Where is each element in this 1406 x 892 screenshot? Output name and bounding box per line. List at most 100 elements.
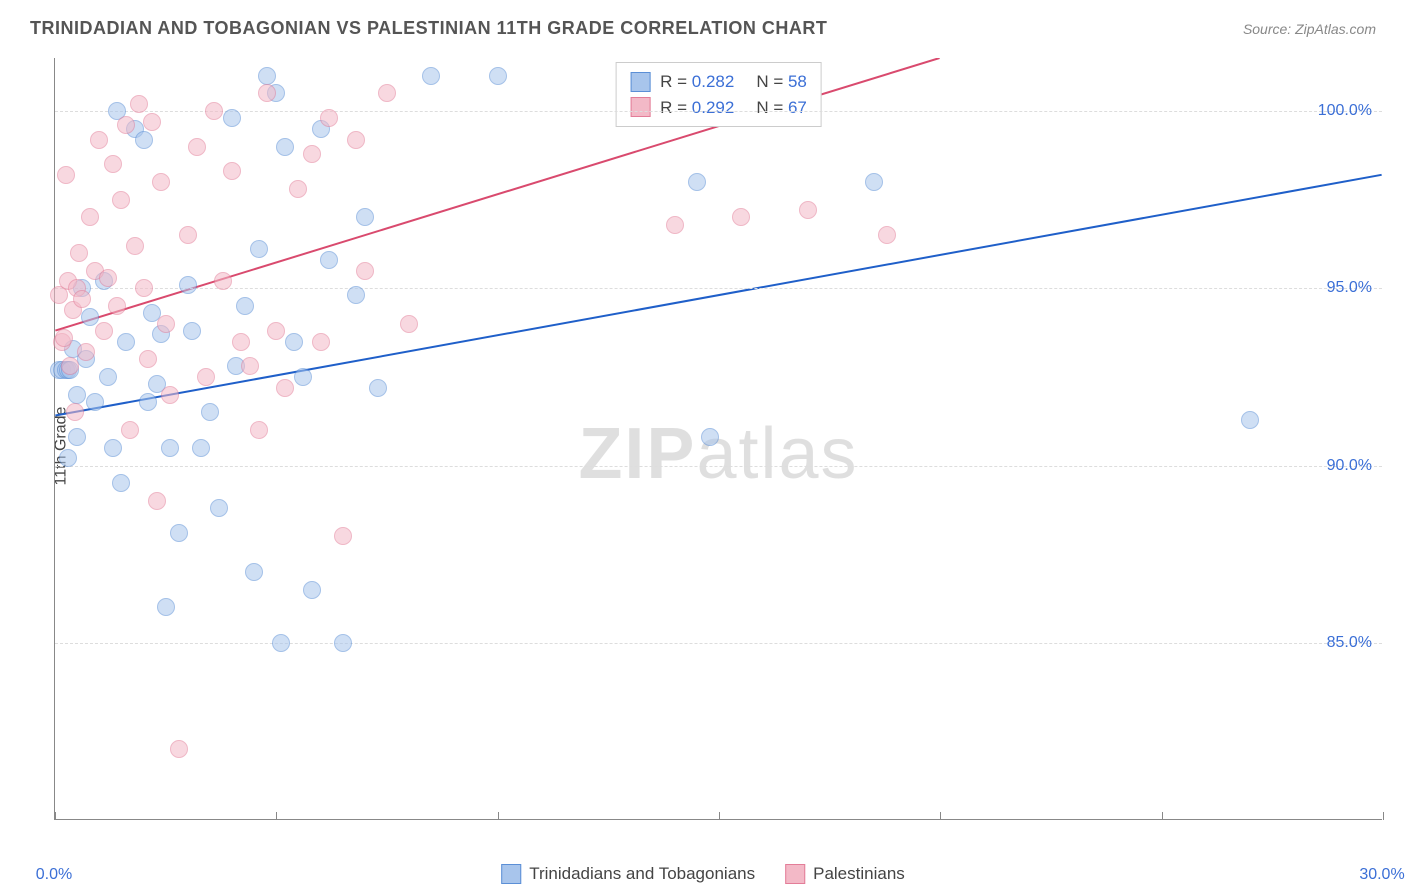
data-point bbox=[86, 393, 104, 411]
data-point bbox=[130, 95, 148, 113]
data-point bbox=[139, 393, 157, 411]
bottom-legend: Trinidadians and Tobagonians Palestinian… bbox=[501, 864, 905, 884]
data-point bbox=[236, 297, 254, 315]
data-point bbox=[161, 386, 179, 404]
data-point bbox=[143, 113, 161, 131]
data-point bbox=[99, 269, 117, 287]
gridline bbox=[55, 466, 1382, 467]
data-point bbox=[90, 131, 108, 149]
data-point bbox=[81, 308, 99, 326]
x-tick-mark bbox=[1162, 812, 1163, 820]
data-point bbox=[179, 226, 197, 244]
data-point bbox=[294, 368, 312, 386]
data-point bbox=[799, 201, 817, 219]
data-point bbox=[250, 421, 268, 439]
x-tick-mark bbox=[1383, 812, 1384, 820]
data-point bbox=[732, 208, 750, 226]
data-point bbox=[303, 145, 321, 163]
data-point bbox=[61, 357, 79, 375]
stats-row: R = 0.292N = 67 bbox=[630, 95, 807, 121]
data-point bbox=[223, 162, 241, 180]
data-point bbox=[77, 343, 95, 361]
data-point bbox=[223, 109, 241, 127]
data-point bbox=[347, 131, 365, 149]
data-point bbox=[59, 449, 77, 467]
legend-swatch-series2 bbox=[785, 864, 805, 884]
data-point bbox=[258, 67, 276, 85]
data-point bbox=[241, 357, 259, 375]
data-point bbox=[272, 634, 290, 652]
data-point bbox=[135, 279, 153, 297]
data-point bbox=[1241, 411, 1259, 429]
legend-item-series1: Trinidadians and Tobagonians bbox=[501, 864, 755, 884]
data-point bbox=[117, 116, 135, 134]
data-point bbox=[267, 322, 285, 340]
data-point bbox=[334, 527, 352, 545]
data-point bbox=[303, 581, 321, 599]
data-point bbox=[104, 155, 122, 173]
stats-box: R = 0.282N = 58R = 0.292N = 67 bbox=[615, 62, 822, 127]
y-tick-label: 90.0% bbox=[1327, 457, 1372, 475]
data-point bbox=[356, 262, 374, 280]
x-tick-mark bbox=[55, 812, 56, 820]
data-point bbox=[152, 173, 170, 191]
data-point bbox=[183, 322, 201, 340]
data-point bbox=[95, 322, 113, 340]
data-point bbox=[210, 499, 228, 517]
data-point bbox=[320, 109, 338, 127]
data-point bbox=[356, 208, 374, 226]
data-point bbox=[276, 138, 294, 156]
data-point bbox=[192, 439, 210, 457]
data-point bbox=[112, 191, 130, 209]
data-point bbox=[135, 131, 153, 149]
data-point bbox=[99, 368, 117, 386]
data-point bbox=[108, 297, 126, 315]
data-point bbox=[347, 286, 365, 304]
legend-swatch-series1 bbox=[501, 864, 521, 884]
data-point bbox=[245, 563, 263, 581]
data-point bbox=[688, 173, 706, 191]
data-point bbox=[400, 315, 418, 333]
data-point bbox=[489, 67, 507, 85]
data-point bbox=[157, 315, 175, 333]
data-point bbox=[205, 102, 223, 120]
data-point bbox=[422, 67, 440, 85]
data-point bbox=[73, 290, 91, 308]
x-tick-mark bbox=[940, 812, 941, 820]
data-point bbox=[201, 403, 219, 421]
data-point bbox=[66, 403, 84, 421]
data-point bbox=[170, 740, 188, 758]
gridline bbox=[55, 643, 1382, 644]
data-point bbox=[170, 524, 188, 542]
data-point bbox=[276, 379, 294, 397]
source-text: Source: ZipAtlas.com bbox=[1243, 21, 1376, 37]
data-point bbox=[139, 350, 157, 368]
legend-item-series2: Palestinians bbox=[785, 864, 905, 884]
data-point bbox=[666, 216, 684, 234]
data-point bbox=[70, 244, 88, 262]
x-tick-mark bbox=[719, 812, 720, 820]
data-point bbox=[57, 166, 75, 184]
data-point bbox=[68, 428, 86, 446]
data-point bbox=[285, 333, 303, 351]
gridline bbox=[55, 288, 1382, 289]
data-point bbox=[701, 428, 719, 446]
data-point bbox=[104, 439, 122, 457]
data-point bbox=[214, 272, 232, 290]
data-point bbox=[157, 598, 175, 616]
data-point bbox=[188, 138, 206, 156]
data-point bbox=[148, 492, 166, 510]
data-point bbox=[369, 379, 387, 397]
data-point bbox=[250, 240, 268, 258]
x-tick-label: 30.0% bbox=[1359, 866, 1404, 884]
data-point bbox=[112, 474, 130, 492]
data-point bbox=[161, 439, 179, 457]
data-point bbox=[197, 368, 215, 386]
data-point bbox=[81, 208, 99, 226]
data-point bbox=[117, 333, 135, 351]
x-tick-mark bbox=[498, 812, 499, 820]
data-point bbox=[126, 237, 144, 255]
gridline bbox=[55, 111, 1382, 112]
data-point bbox=[320, 251, 338, 269]
data-point bbox=[121, 421, 139, 439]
